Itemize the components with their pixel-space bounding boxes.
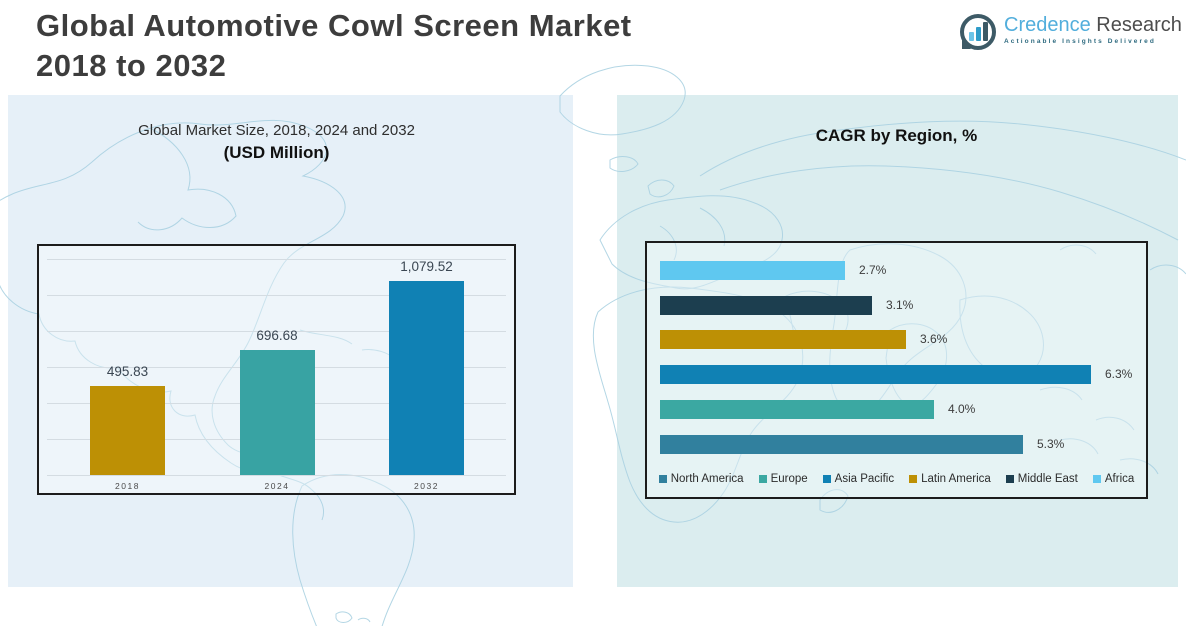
bar-chart-logo-icon	[960, 14, 996, 50]
market-size-axis-label: 2024	[264, 481, 290, 491]
legend-item-asia-pacific: Asia Pacific	[822, 473, 895, 485]
gridline	[47, 295, 506, 296]
cagr-chart-title: CAGR by Region, %	[815, 126, 978, 145]
legend-swatch-icon	[1005, 475, 1014, 483]
legend-label: Latin America	[921, 473, 991, 485]
legend-swatch-icon	[909, 475, 918, 483]
cagr-bar-latin-america	[660, 330, 906, 349]
legend-swatch-icon	[658, 475, 667, 483]
logo-brand-secondary: Research	[1096, 14, 1182, 36]
cagr-value-label: 5.3%	[1037, 437, 1065, 451]
market-size-value-label: 495.83	[106, 364, 149, 379]
market-size-axis-label: 2032	[414, 481, 439, 491]
legend-label: Asia Pacific	[834, 473, 895, 485]
cagr-bar-europe	[660, 400, 934, 419]
legend-item-north-america: North America	[658, 473, 744, 485]
credence-research-logo: Credence Research Actionable Insights De…	[960, 14, 1182, 50]
legend-label: Europe	[770, 473, 808, 485]
cagr-value-label: 2.7%	[859, 263, 887, 277]
cagr-value-label: 4.0%	[948, 402, 976, 416]
cagr-bar-africa	[660, 261, 845, 280]
page-title: Global Automotive Cowl Screen Market 201…	[36, 6, 866, 86]
cagr-chart: North America Europe Asia Pacific Latin Ame…	[645, 241, 1148, 499]
page-title-line1: Global Automotive Cowl Screen Market	[36, 8, 632, 43]
logo-brand-primary: Credence	[1004, 14, 1091, 36]
gridline	[47, 259, 506, 260]
cagr-legend: North America Europe Asia Pacific Latin Ame…	[647, 473, 1146, 485]
legend-item-middle-east: Middle East	[1005, 473, 1078, 485]
market-size-chart-title: Global Market Size, 2018, 2024 and 2032	[138, 122, 415, 139]
logo-bar-tall	[982, 22, 988, 41]
market-size-bar-2032	[389, 281, 464, 475]
legend-swatch-icon	[758, 475, 767, 483]
cagr-value-label: 3.6%	[920, 332, 948, 346]
logo-bar-small	[968, 32, 974, 41]
cagr-bar-middle-east	[660, 296, 872, 315]
legend-item-africa: Africa	[1092, 473, 1135, 485]
logo-brand-name: Credence Research	[1004, 14, 1182, 36]
market-size-value-label: 1,079.52	[400, 259, 453, 274]
gridline	[47, 331, 506, 332]
legend-item-europe: Europe	[758, 473, 808, 485]
logo-text-block: Credence Research Actionable Insights De…	[1004, 14, 1182, 45]
market-size-chart-subtitle: (USD Million)	[223, 143, 330, 162]
market-size-axis-label: 2018	[115, 481, 140, 491]
logo-tagline: Actionable Insights Delivered	[1004, 38, 1156, 45]
logo-bar-medium	[975, 27, 981, 41]
legend-swatch-icon	[822, 475, 831, 483]
legend-label: North America	[670, 473, 744, 485]
market-size-chart: 495.83 2018 696.68 2024 1,079.52 2032	[37, 244, 516, 495]
market-size-bar-2024	[239, 350, 315, 475]
cagr-bar-north-america	[660, 435, 1023, 454]
cagr-value-label: 3.1%	[886, 298, 914, 312]
cagr-bar-asia-pacific	[660, 365, 1091, 384]
cagr-value-label: 6.3%	[1105, 367, 1133, 381]
page-title-line2: 2018 to 2032	[36, 48, 227, 83]
legend-label: Africa	[1104, 473, 1135, 485]
legend-item-latin-america: Latin America	[909, 473, 991, 485]
market-size-bar-2018	[90, 386, 165, 475]
legend-swatch-icon	[1092, 475, 1101, 483]
market-size-value-label: 696.68	[256, 328, 298, 343]
gridline	[47, 475, 506, 476]
legend-label: Middle East	[1017, 473, 1078, 485]
